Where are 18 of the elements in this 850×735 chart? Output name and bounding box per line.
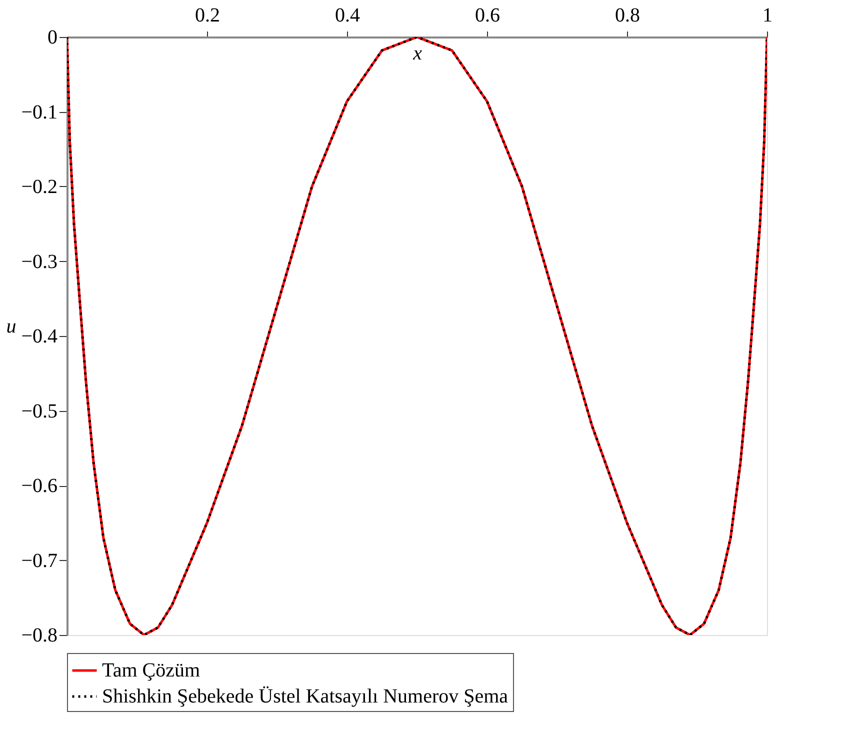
y-tick-label: −0.6 (21, 475, 58, 497)
x-tick-label: 0.4 (335, 4, 360, 26)
x-tick-label: 0.2 (195, 4, 220, 26)
y-tick-label: 0 (48, 26, 58, 48)
y-tick-label: −0.8 (21, 624, 58, 646)
y-tick-label: −0.7 (21, 550, 58, 572)
y-tick-label: −0.5 (21, 400, 58, 422)
y-axis-title: u (6, 316, 16, 338)
y-tick-label: −0.2 (21, 176, 58, 198)
y-tick-label: −0.4 (21, 326, 58, 348)
x-tick-label: 1 (762, 4, 772, 26)
legend-label: Tam Çözüm (102, 660, 200, 682)
x-tick-label: 0.8 (615, 4, 640, 26)
x-axis-title: x (412, 42, 422, 64)
y-tick-label: −0.3 (21, 250, 58, 273)
legend-label: Shishkin Şebekede Üstel Katsayılı Numerov Şema (102, 686, 508, 708)
y-tick-label: −0.1 (21, 101, 58, 124)
x-tick-label: 0.6 (475, 4, 500, 26)
